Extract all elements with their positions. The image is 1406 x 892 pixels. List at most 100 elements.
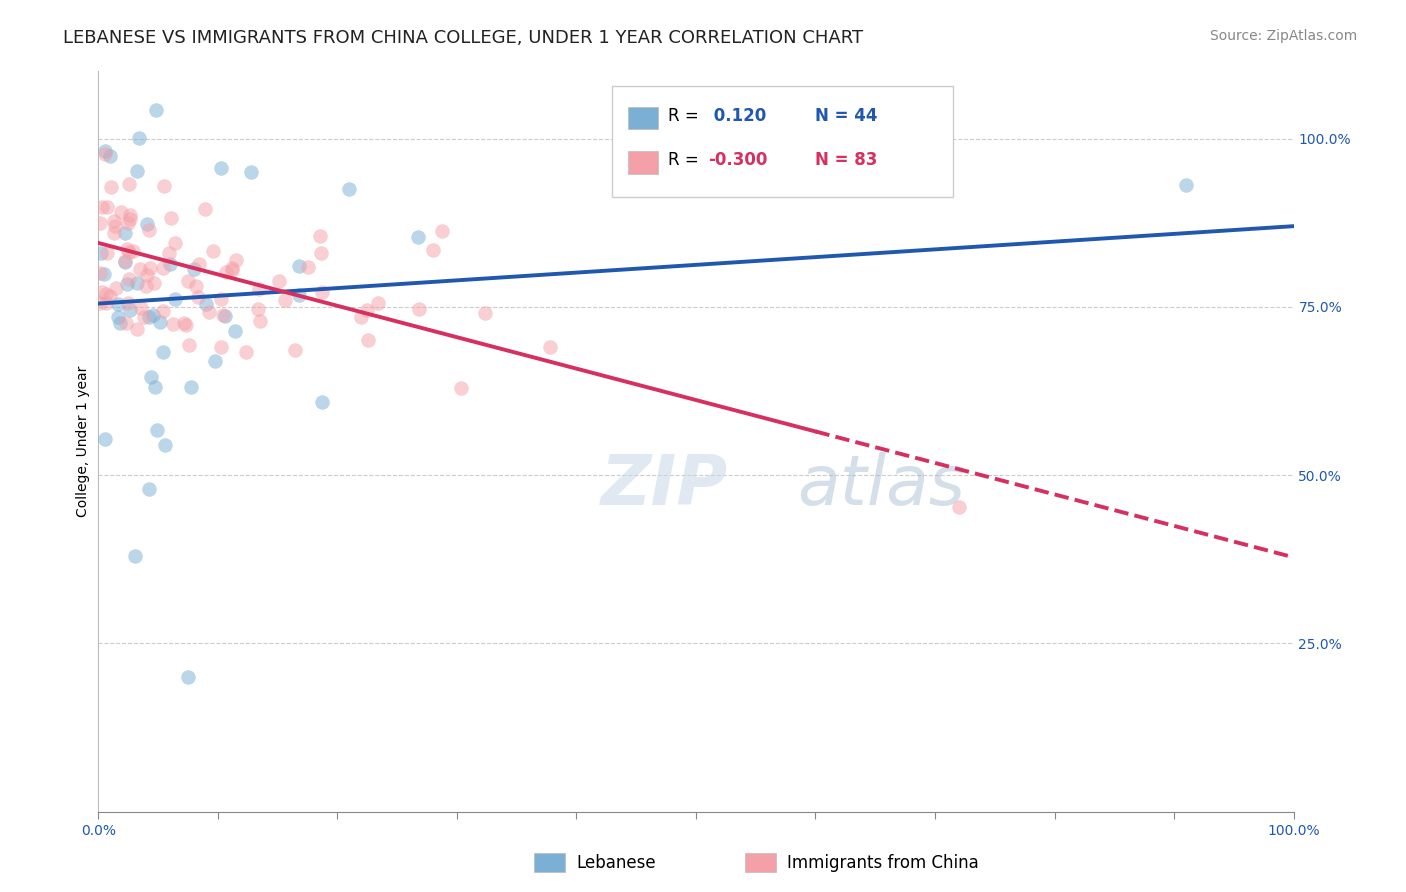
Point (90, 285, 112, 300)
Point (145, 423, 167, 437)
Point (249, 314, 271, 328)
FancyBboxPatch shape (628, 152, 658, 174)
Point (284, 343, 307, 358)
Point (93, 432, 115, 446)
Point (152, 345, 174, 359)
Point (93, 267, 115, 281)
Point (149, 315, 172, 329)
Point (114, 226, 136, 240)
Point (124, 549, 146, 563)
Point (91, 200, 114, 214)
Point (948, 500, 970, 514)
Point (177, 670, 200, 684)
Point (188, 257, 211, 271)
Point (157, 245, 180, 260)
Point (110, 205, 132, 219)
Point (350, 310, 373, 324)
Point (103, 214, 125, 228)
Point (1175, 178, 1198, 192)
Point (183, 261, 205, 276)
Point (177, 338, 200, 352)
Point (110, 316, 132, 330)
Point (184, 279, 207, 293)
Point (221, 262, 243, 277)
Point (94, 287, 117, 301)
Point (246, 301, 269, 316)
Point (194, 297, 217, 311)
Text: N = 44: N = 44 (815, 107, 877, 125)
Point (117, 295, 139, 310)
Point (122, 244, 145, 259)
Point (114, 253, 136, 268)
Point (118, 302, 141, 317)
Point (94, 146, 117, 161)
Point (117, 178, 139, 192)
Point (90, 246, 112, 260)
Point (138, 260, 160, 275)
Point (406, 230, 429, 244)
Point (197, 305, 219, 319)
Point (152, 304, 174, 318)
Text: N = 83: N = 83 (815, 152, 877, 169)
Point (138, 482, 160, 496)
Point (160, 211, 183, 225)
Point (288, 287, 311, 301)
Point (165, 292, 187, 306)
Point (288, 260, 311, 274)
Point (209, 292, 232, 306)
Text: R =: R = (668, 152, 704, 169)
Point (153, 438, 176, 452)
Point (357, 333, 380, 347)
Point (153, 179, 176, 194)
Point (209, 340, 232, 354)
Text: R =: R = (668, 107, 704, 125)
Point (134, 310, 156, 324)
Point (142, 308, 165, 322)
Point (337, 182, 360, 196)
Point (107, 310, 129, 325)
Point (408, 302, 430, 317)
Point (221, 260, 243, 275)
Point (117, 242, 139, 256)
Point (173, 316, 195, 330)
Point (89, 295, 111, 310)
Point (267, 274, 290, 288)
Point (180, 380, 202, 394)
Point (309, 245, 332, 260)
Point (356, 302, 378, 317)
Point (224, 324, 246, 338)
Point (194, 202, 217, 217)
Point (96, 245, 118, 260)
Point (100, 149, 122, 163)
Point (107, 296, 129, 310)
Point (114, 254, 136, 268)
Point (120, 212, 142, 227)
Point (309, 229, 332, 244)
Point (115, 277, 138, 292)
Point (209, 161, 232, 175)
Point (115, 316, 138, 330)
Point (202, 244, 225, 258)
Point (138, 223, 160, 237)
Point (212, 308, 235, 322)
Point (159, 257, 181, 271)
Point (430, 224, 453, 238)
Text: ZIP: ZIP (600, 452, 728, 519)
Point (128, 262, 150, 277)
Point (235, 344, 257, 359)
Text: LEBANESE VS IMMIGRANTS FROM CHINA COLLEGE, UNDER 1 YEAR CORRELATION CHART: LEBANESE VS IMMIGRANTS FROM CHINA COLLEG… (63, 29, 863, 46)
Point (145, 103, 167, 117)
Point (204, 354, 226, 368)
Point (135, 278, 157, 293)
Y-axis label: College, Under 1 year: College, Under 1 year (76, 366, 90, 517)
Point (225, 253, 247, 268)
Text: atlas: atlas (797, 452, 966, 519)
Point (118, 244, 141, 259)
Point (474, 305, 496, 319)
Point (367, 295, 389, 310)
Text: -0.300: -0.300 (709, 152, 768, 169)
Point (104, 219, 127, 234)
Point (94, 296, 117, 310)
Point (138, 310, 160, 324)
Point (105, 281, 128, 295)
